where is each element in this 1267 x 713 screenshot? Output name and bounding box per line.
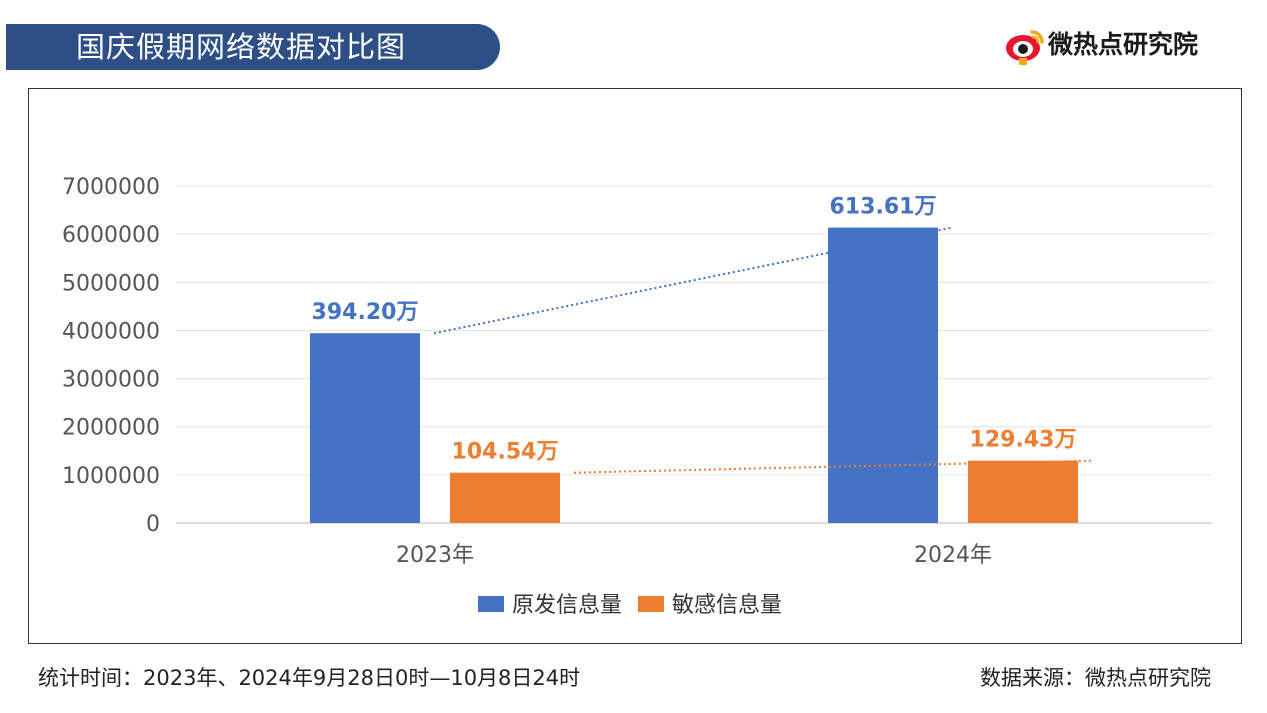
data-label: 129.43万 bbox=[970, 428, 1077, 453]
x-tick-label: 2023年 bbox=[396, 543, 474, 568]
footer-source: 数据来源：微热点研究院 bbox=[980, 666, 1211, 690]
data-label: 394.20万 bbox=[312, 300, 419, 325]
legend-label: 原发信息量 bbox=[512, 593, 622, 618]
y-tick-label: 3000000 bbox=[62, 368, 160, 393]
y-tick-label: 1000000 bbox=[62, 464, 160, 489]
y-tick-label: 4000000 bbox=[62, 319, 160, 344]
bar-original bbox=[828, 227, 938, 523]
data-label: 613.61万 bbox=[830, 195, 937, 220]
bar-sensitive bbox=[968, 460, 1078, 523]
footer-time-range: 统计时间：2023年、2024年9月28日0时—10月8日24时 bbox=[38, 666, 581, 690]
y-tick-label: 7000000 bbox=[62, 175, 160, 200]
bar-original bbox=[310, 333, 420, 523]
bar-chart: 0 1000000 2000000 3000000 4000000 5000000 6000… bbox=[62, 175, 1212, 618]
legend-swatch bbox=[638, 596, 664, 612]
title-banner bbox=[6, 24, 500, 70]
y-tick-label: 0 bbox=[146, 512, 160, 537]
bar-sensitive bbox=[450, 472, 560, 523]
x-tick-label: 2024年 bbox=[914, 543, 992, 568]
y-tick-label: 5000000 bbox=[62, 271, 160, 296]
y-tick-label: 2000000 bbox=[62, 416, 160, 441]
brand-logo: 微热点研究院 bbox=[1004, 26, 1198, 66]
trendline-original bbox=[433, 226, 953, 335]
weibo-eye-icon bbox=[1006, 30, 1044, 65]
data-label: 104.54万 bbox=[452, 440, 559, 465]
brand-name: 微热点研究院 bbox=[1048, 30, 1199, 59]
legend-swatch bbox=[478, 596, 504, 612]
page-title: 国庆假期网络数据对比图 bbox=[76, 30, 407, 64]
legend-label: 敏感信息量 bbox=[672, 593, 782, 618]
y-tick-label: 6000000 bbox=[62, 223, 160, 248]
trendline-sensitive bbox=[573, 459, 1093, 474]
chart-container bbox=[28, 88, 1242, 644]
